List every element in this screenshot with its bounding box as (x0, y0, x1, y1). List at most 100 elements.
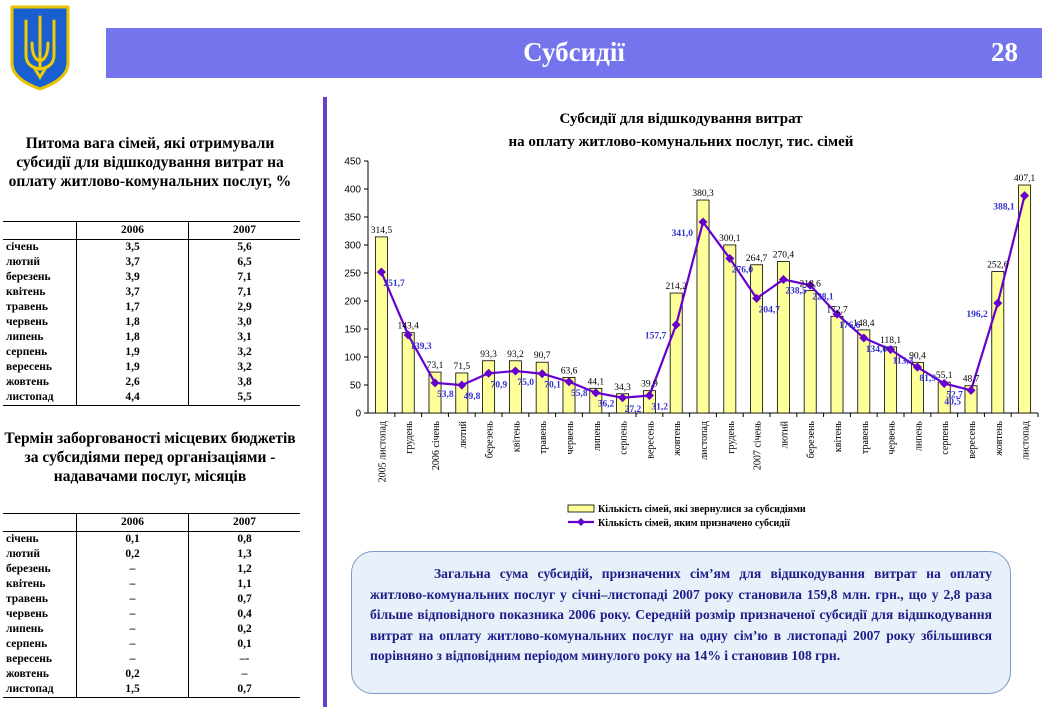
bar-data-label: 172,7 (826, 305, 848, 315)
bar-data-label: 407,1 (1014, 174, 1036, 184)
value-cell: 0,2 (76, 667, 189, 682)
month-cell: липень (6, 623, 44, 635)
value-cell: 0,7 (188, 592, 300, 607)
subsidies-chart: 0 50 100 150 200 250 300 350 400 450 2005 листопад… (344, 157, 1039, 529)
month-cell: березень (6, 271, 51, 283)
line-data-label: 53,8 (437, 390, 454, 400)
line-point (886, 345, 896, 355)
table-row: травень –0,7 (3, 592, 300, 607)
value-cell: –- (188, 652, 300, 667)
x-tick-label: червень (565, 421, 576, 455)
x-tick-label: серпень (619, 421, 630, 455)
page-title: Субсидії (523, 37, 625, 67)
column-header: 2007 (188, 221, 300, 240)
table-row: січень 0,1 0,8 (3, 531, 300, 547)
x-tick-label: квітень (833, 421, 844, 453)
value-cell: 4,4 (76, 390, 189, 406)
line-data-label: 134,0 (866, 345, 888, 355)
line-data-label: 228,1 (812, 292, 834, 302)
legend-line-label: Кількість сімей, яким призначено субсиді… (598, 518, 790, 529)
value-cell: 2,9 (188, 300, 300, 315)
value-cell: 1,7 (76, 300, 189, 315)
bar-data-label: 314,5 (371, 226, 393, 236)
bar (374, 236, 388, 414)
table-row: липень –0,2 (3, 622, 300, 637)
bar (803, 290, 817, 414)
bar (508, 360, 522, 414)
summary-note: Загальна сума субсидій, призначених сім’… (351, 551, 1011, 694)
month-cell: червень (6, 608, 49, 620)
value-cell: – (76, 637, 189, 652)
bar-data-label: 55,1 (936, 371, 953, 381)
x-tick-label: лютий (779, 420, 790, 448)
line-point (993, 298, 1003, 308)
line-point (510, 366, 520, 376)
line-data-label: 196,2 (966, 310, 988, 320)
legend-line-marker (577, 518, 585, 526)
bar-data-label: 90,7 (534, 351, 551, 361)
y-tick-label: 200 (344, 297, 361, 308)
month-cell: квітень (6, 286, 46, 298)
x-tick-label: квітень (511, 421, 522, 453)
line-point (832, 309, 842, 319)
x-tick-label: 2007 січень (753, 421, 764, 471)
bar-data-label: 90,4 (909, 351, 926, 361)
bar-data-label: 71,5 (453, 362, 470, 372)
bar-data-label: 300,1 (719, 234, 741, 244)
value-cell: 3,1 (188, 330, 300, 345)
line-point (403, 330, 413, 340)
bar-data-label: 39,9 (641, 380, 658, 390)
table-row: серпень 1,9 3,2 (3, 345, 300, 360)
line-data-label: 388,1 (993, 203, 1015, 213)
month-cell: вересень (6, 653, 53, 665)
bar-data-label: 214,2 (666, 282, 688, 292)
table-row: червень 1,8 3,0 (3, 315, 300, 330)
value-cell: – (76, 622, 189, 637)
x-tick-label: 2006 січень (431, 421, 442, 471)
bar (910, 361, 924, 414)
value-cell: 3,9 (76, 270, 189, 285)
value-cell: 1,9 (76, 345, 189, 360)
table-1-title: Питома вага сімей, які отримували субсид… (8, 135, 292, 190)
bar (669, 292, 683, 414)
chart-title-line-1: Субсидії для відшкодування витрат (559, 111, 803, 127)
bar-data-label: 63,6 (561, 366, 578, 376)
table-header-empty (3, 513, 77, 532)
vertical-divider (323, 97, 327, 707)
month-cell: квітень (6, 578, 46, 590)
value-cell: 3,7 (76, 255, 189, 270)
month-cell: лютий (6, 256, 40, 268)
value-cell: 1,3 (188, 547, 300, 562)
x-tick-label: грудень (726, 421, 737, 454)
table-row: листопад 1,5 0,7 (3, 682, 300, 698)
line-data-label: 176,6 (839, 321, 861, 331)
bar (1018, 184, 1032, 414)
bar-data-label: 73,1 (427, 361, 444, 371)
month-cell: березень (6, 563, 51, 575)
value-cell: 0,1 (76, 531, 189, 547)
line-point (618, 393, 628, 403)
x-tick-label: жовтень (994, 421, 1005, 457)
value-cell: – (76, 607, 189, 622)
y-tick-label: 400 (344, 185, 361, 196)
y-tick-label: 250 (344, 269, 361, 280)
column-header: 2006 (76, 221, 189, 240)
line-point (564, 377, 574, 387)
coat-of-arms-icon (10, 5, 70, 91)
x-tick-label: жовтень (672, 421, 683, 457)
month-cell: липень (6, 331, 44, 343)
value-cell: 3,5 (76, 239, 189, 255)
bar (776, 261, 790, 414)
x-tick-label: серпень (940, 421, 951, 455)
x-tick-label: травень (538, 421, 549, 454)
bar-data-label: 93,2 (507, 350, 524, 360)
value-cell: 7,1 (188, 270, 300, 285)
bar-data-label: 264,7 (746, 254, 768, 264)
value-cell: 5,5 (188, 390, 300, 406)
line-data-label: 75,0 (517, 378, 534, 388)
x-tick-label: липень (592, 421, 603, 451)
table-row: травень 1,7 2,9 (3, 300, 300, 315)
page-header: Субсидії 28 (106, 28, 1042, 78)
value-cell: 0,2 (76, 547, 189, 562)
line-point (457, 380, 467, 390)
